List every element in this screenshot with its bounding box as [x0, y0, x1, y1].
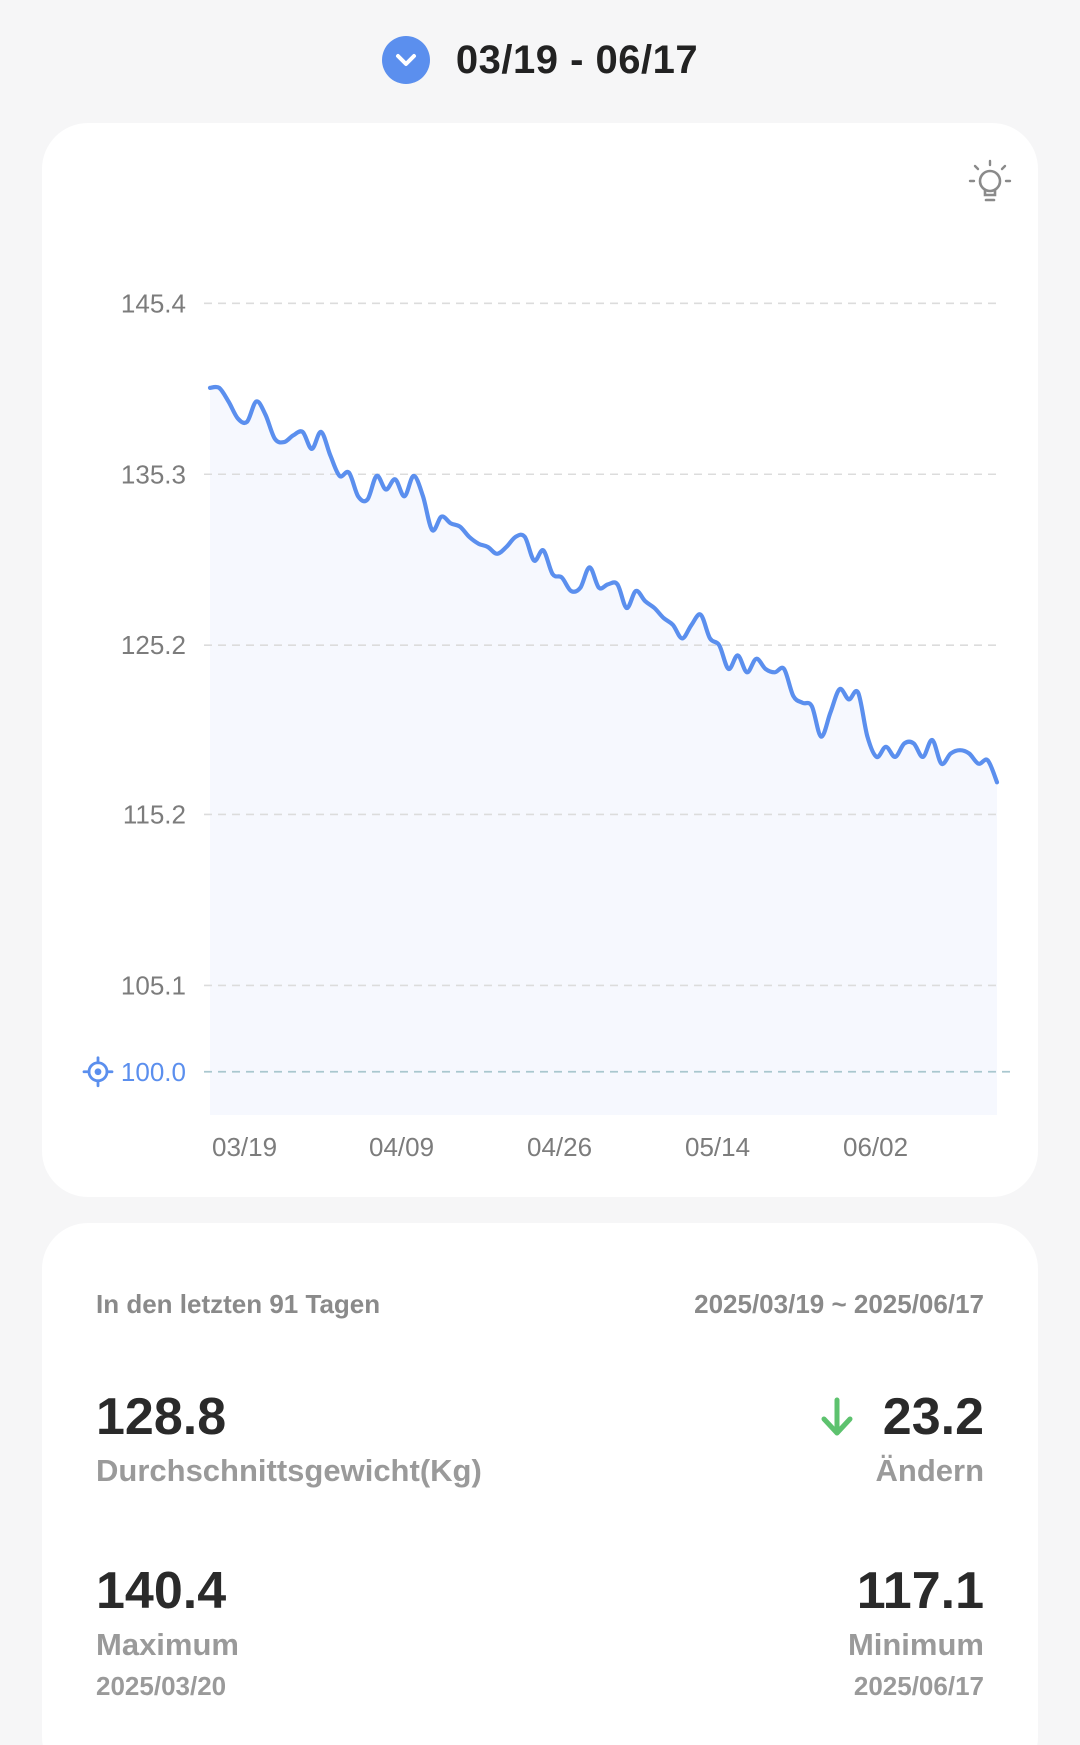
change-label: Ändern: [875, 1453, 985, 1488]
weight-line-chart: 145.4 135.3 125.2 115.2 105.1 100.0 03/19 04/09…: [82, 288, 1010, 1162]
goal-tick-label: 100.0: [121, 1057, 186, 1087]
maximum-label: Maximum: [96, 1627, 239, 1662]
y-tick-label: 145.4: [121, 288, 186, 318]
x-tick-label: 06/02: [843, 1132, 908, 1162]
y-tick-label: 105.1: [121, 970, 186, 1000]
x-tick-label: 04/09: [369, 1132, 434, 1162]
average-weight-label: Durchschnittsgewicht(Kg): [96, 1453, 482, 1488]
y-tick-label: 135.3: [121, 459, 186, 489]
change-value: 23.2: [882, 1388, 984, 1446]
minimum-date: 2025/06/17: [853, 1671, 984, 1701]
date-range-header: 03/19 - 06/17: [0, 28, 1080, 92]
minimum-label: Minimum: [847, 1627, 984, 1662]
maximum-stat: 140.4 Maximum 2025/03/20: [96, 1561, 239, 1702]
maximum-value: 140.4: [96, 1562, 227, 1620]
arrow-down-icon: [821, 1397, 853, 1436]
chevron-down-icon: [395, 54, 416, 66]
average-weight-stat: 128.8 Durchschnittsgewicht(Kg): [96, 1387, 482, 1489]
average-weight-value: 128.8: [96, 1388, 227, 1446]
x-tick-label: 05/14: [685, 1132, 750, 1162]
minimum-value: 117.1: [856, 1562, 984, 1620]
maximum-date: 2025/03/20: [96, 1671, 227, 1701]
chart-area-fill: [210, 386, 997, 1115]
x-tick-label: 04/26: [527, 1132, 592, 1162]
weight-chart-card: 145.4 135.3 125.2 115.2 105.1 100.0 03/19 04/09…: [42, 123, 1038, 1197]
date-range-dropdown-button[interactable]: [381, 36, 430, 84]
x-tick-label: 03/19: [212, 1132, 277, 1162]
y-tick-label: 115.2: [123, 799, 186, 829]
stats-card: In den letzten 91 Tagen 2025/03/19 ~ 202…: [42, 1223, 1038, 1745]
period-range: 2025/03/19 ~ 2025/06/17: [694, 1289, 984, 1319]
target-icon: [82, 1056, 114, 1088]
stats-period-row: In den letzten 91 Tagen 2025/03/19 ~ 202…: [96, 1289, 984, 1320]
y-tick-label: 125.2: [121, 630, 186, 660]
period-label: In den letzten 91 Tagen: [96, 1289, 381, 1319]
lightbulb-icon[interactable]: [968, 159, 1012, 209]
minimum-stat: 117.1 Minimum 2025/06/17: [848, 1561, 984, 1702]
date-range-title[interactable]: 03/19 - 06/17: [455, 37, 699, 82]
change-stat: 23.2 Ändern: [819, 1387, 984, 1489]
series-line: [207, 384, 1000, 785]
